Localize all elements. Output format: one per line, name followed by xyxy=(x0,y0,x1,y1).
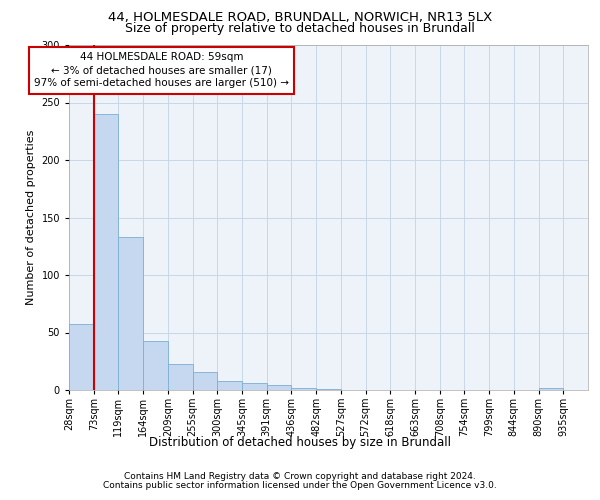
Bar xyxy=(267,386,292,390)
Bar xyxy=(143,340,168,390)
Bar xyxy=(69,324,94,390)
Bar xyxy=(292,388,316,390)
Bar xyxy=(217,381,242,390)
Bar xyxy=(242,383,267,390)
Text: Contains HM Land Registry data © Crown copyright and database right 2024.: Contains HM Land Registry data © Crown c… xyxy=(124,472,476,481)
Text: Contains public sector information licensed under the Open Government Licence v3: Contains public sector information licen… xyxy=(103,481,497,490)
Bar xyxy=(193,372,217,390)
Bar xyxy=(168,364,193,390)
Y-axis label: Number of detached properties: Number of detached properties xyxy=(26,130,36,305)
Bar xyxy=(316,389,341,390)
Text: 44 HOLMESDALE ROAD: 59sqm
← 3% of detached houses are smaller (17)
97% of semi-d: 44 HOLMESDALE ROAD: 59sqm ← 3% of detach… xyxy=(34,52,289,88)
Text: Distribution of detached houses by size in Brundall: Distribution of detached houses by size … xyxy=(149,436,451,449)
Bar xyxy=(539,388,563,390)
Text: 44, HOLMESDALE ROAD, BRUNDALL, NORWICH, NR13 5LX: 44, HOLMESDALE ROAD, BRUNDALL, NORWICH, … xyxy=(108,11,492,24)
Bar xyxy=(94,114,118,390)
Text: Size of property relative to detached houses in Brundall: Size of property relative to detached ho… xyxy=(125,22,475,35)
Bar xyxy=(118,237,143,390)
